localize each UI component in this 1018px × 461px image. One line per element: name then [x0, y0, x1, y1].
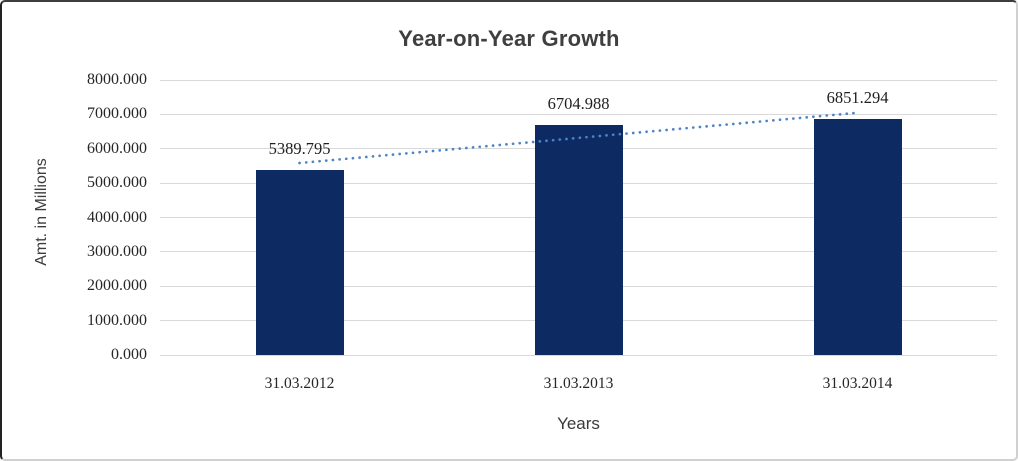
- y-tick-label: 7000.000: [87, 105, 147, 123]
- gridline: [160, 79, 997, 81]
- y-tick-label: 4000.000: [87, 208, 147, 226]
- x-tick-label: 31.03.2014: [822, 375, 893, 392]
- gridline: [160, 354, 997, 356]
- bar: [534, 124, 623, 355]
- chart-title: Year-on-Year Growth: [398, 26, 620, 51]
- y-tick-label: 5000.000: [87, 174, 147, 192]
- x-tick-label: 31.03.2013: [543, 375, 614, 392]
- bar-value-label: 6704.988: [547, 93, 610, 113]
- x-tick-label: 31.03.2012: [264, 375, 335, 392]
- bar-value-label: 6851.294: [826, 88, 889, 108]
- y-tick-label: 2000.000: [87, 277, 147, 295]
- bar: [255, 169, 344, 355]
- bar-value-label: 5389.795: [268, 138, 331, 158]
- y-tick-label: 6000.000: [87, 139, 147, 157]
- x-axis-title: Years: [557, 414, 600, 433]
- gridline: [160, 113, 997, 115]
- y-tick-label: 0.000: [111, 346, 147, 363]
- bar: [813, 119, 902, 355]
- y-tick-label: 3000.000: [87, 242, 147, 260]
- y-tick-label: 1000.000: [87, 311, 147, 329]
- y-tick-label: 8000.000: [87, 71, 147, 88]
